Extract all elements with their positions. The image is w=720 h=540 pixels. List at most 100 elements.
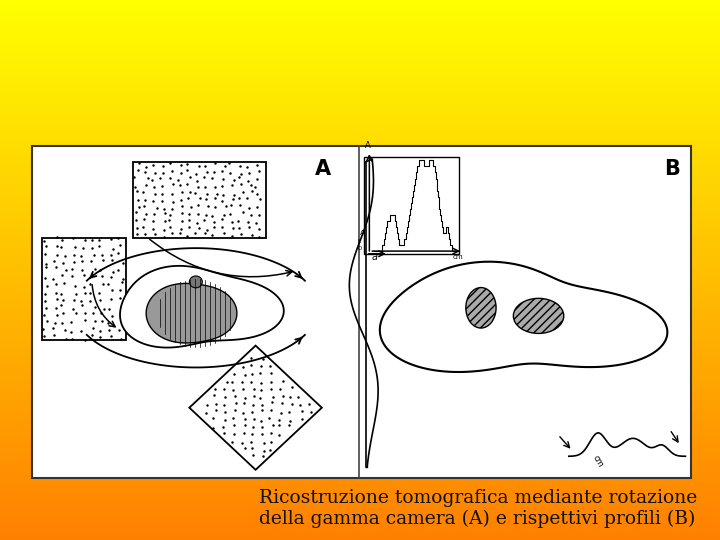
Bar — [0, 525, 720, 528]
Bar — [0, 252, 720, 254]
Bar — [0, 12, 720, 15]
Bar — [0, 218, 720, 220]
Bar — [133, 162, 266, 238]
Bar — [0, 378, 720, 380]
Bar — [0, 447, 720, 448]
Bar — [0, 410, 720, 412]
Bar — [0, 241, 720, 243]
Bar — [0, 339, 720, 340]
Bar — [0, 454, 720, 455]
Bar — [0, 394, 720, 396]
Bar — [0, 486, 720, 488]
Bar — [0, 104, 720, 106]
Bar — [0, 140, 720, 142]
Bar — [0, 522, 720, 524]
Bar — [0, 474, 720, 475]
Bar — [0, 137, 720, 139]
Bar — [0, 443, 720, 444]
Bar — [0, 390, 720, 393]
Bar — [0, 97, 720, 99]
Bar — [0, 326, 720, 328]
Bar — [0, 531, 720, 533]
Bar — [0, 515, 720, 517]
Bar — [0, 464, 720, 466]
Bar — [0, 166, 720, 167]
Bar — [0, 45, 720, 47]
Bar — [0, 238, 720, 239]
Bar — [0, 88, 720, 90]
Text: B: B — [665, 159, 680, 179]
Bar — [0, 58, 720, 59]
Bar — [0, 49, 720, 50]
Bar — [0, 382, 720, 383]
Bar — [0, 2, 720, 4]
Bar — [0, 481, 720, 482]
Text: cm: cm — [590, 454, 605, 469]
Bar — [0, 387, 720, 389]
Bar — [0, 484, 720, 486]
Bar — [0, 450, 720, 452]
Bar — [0, 101, 720, 103]
Text: E: E — [358, 239, 361, 244]
Bar — [0, 452, 720, 454]
Bar — [0, 279, 720, 281]
Bar — [0, 461, 720, 463]
Bar — [0, 493, 720, 495]
Bar — [0, 178, 720, 180]
Bar — [0, 356, 720, 358]
Bar — [0, 180, 720, 182]
Bar — [0, 151, 720, 153]
Bar — [0, 130, 720, 131]
Bar — [0, 200, 720, 201]
Bar — [0, 63, 720, 65]
Bar — [0, 407, 720, 409]
Bar — [0, 223, 720, 225]
Bar — [0, 184, 720, 185]
Bar — [0, 16, 720, 18]
Bar — [0, 250, 720, 252]
Text: cm: cm — [452, 254, 463, 260]
Bar — [0, 398, 720, 400]
Bar — [0, 432, 720, 434]
Bar — [0, 261, 720, 263]
Bar — [0, 459, 720, 461]
Bar — [0, 103, 720, 104]
Bar — [0, 43, 720, 45]
Bar — [0, 405, 720, 407]
Bar — [0, 79, 720, 81]
Bar — [0, 239, 720, 241]
Bar — [0, 4, 720, 5]
Bar — [0, 187, 720, 189]
Bar — [0, 50, 720, 52]
Text: Ricostruzione tomografica mediante rotazione: Ricostruzione tomografica mediante rotaz… — [259, 489, 698, 507]
Bar — [0, 74, 720, 76]
Bar — [0, 93, 720, 96]
Bar — [0, 164, 720, 166]
Bar — [0, 286, 720, 288]
Bar — [0, 355, 720, 356]
Bar — [0, 83, 720, 85]
Bar — [0, 434, 720, 436]
Bar — [0, 412, 720, 414]
Bar — [0, 396, 720, 398]
Bar — [0, 42, 720, 43]
Bar — [0, 299, 720, 301]
Bar — [0, 428, 720, 430]
Bar — [0, 234, 720, 236]
Bar — [0, 255, 720, 258]
Bar — [0, 265, 720, 266]
Bar — [0, 501, 720, 502]
Bar — [0, 347, 720, 349]
Bar — [0, 393, 720, 394]
Text: A: A — [365, 141, 371, 151]
Bar — [0, 342, 720, 344]
Bar — [0, 142, 720, 144]
Bar — [0, 482, 720, 484]
Bar — [0, 333, 720, 335]
Bar — [0, 409, 720, 410]
Bar — [364, 157, 459, 254]
Bar — [0, 214, 720, 216]
Bar — [0, 427, 720, 428]
Bar — [0, 266, 720, 268]
Bar — [0, 126, 720, 128]
